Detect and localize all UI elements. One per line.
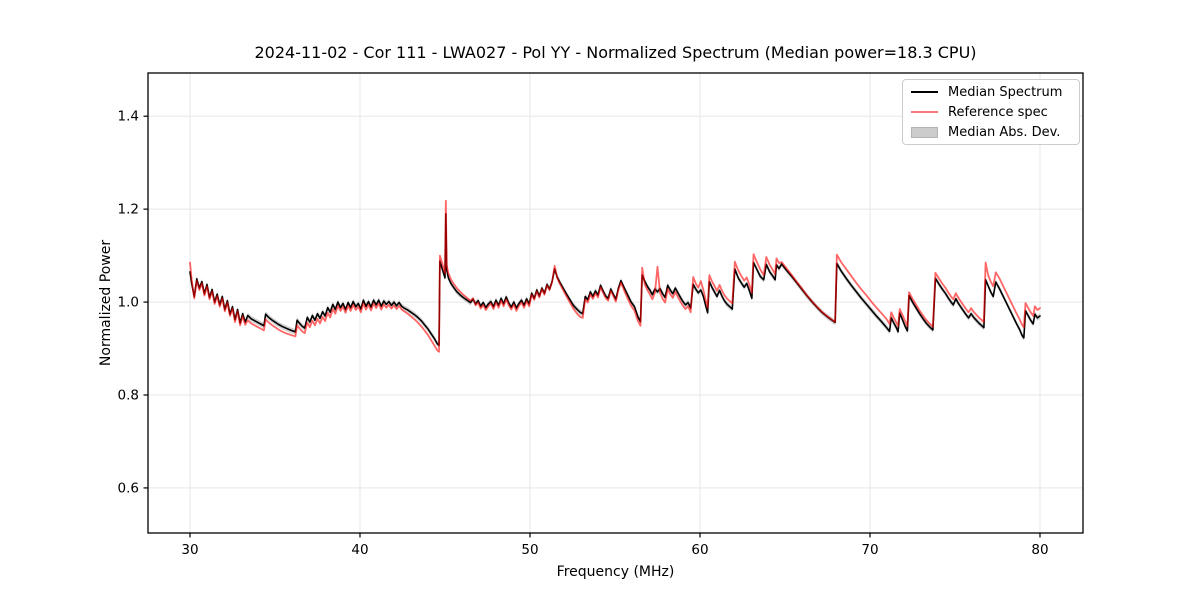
reference-spec-line-swatch [911,111,938,113]
x-tick-label: 70 [861,542,878,558]
median-spectrum-line-swatch [911,91,938,93]
axis-ticks [143,115,1041,538]
chart-title: 2024-11-02 - Cor 111 - LWA027 - Pol YY -… [254,43,977,62]
y-tick-label: 1.4 [118,109,139,125]
x-axis-label: Frequency (MHz) [556,564,675,580]
reference-spec-line [189,199,1041,353]
y-tick-label: 1.2 [118,202,139,218]
legend-item-median-abs-dev: Median Abs. Dev. [911,122,1073,142]
y-tick-label: 0.8 [118,388,139,404]
legend-label: Reference spec [948,104,1048,120]
x-tick-label: 60 [691,542,708,558]
x-tick-label: 30 [181,542,198,558]
legend-label: Median Abs. Dev. [948,124,1061,140]
median-abs-dev-band [189,211,1040,349]
legend: Median Spectrum Reference spec Median Ab… [902,79,1080,145]
tick-labels: 30 40 50 60 70 80 0.6 0.8 1.0 1.2 1.4 [118,109,1049,558]
x-tick-label: 50 [521,542,538,558]
x-tick-label: 80 [1031,542,1048,558]
legend-item-reference-spec: Reference spec [911,102,1073,122]
median-abs-dev-patch-swatch [911,126,938,138]
legend-label: Median Spectrum [948,84,1063,100]
plot-border [147,72,1084,534]
median-spectrum-line [189,212,1041,347]
x-tick-label: 40 [351,542,368,558]
legend-item-median-spectrum: Median Spectrum [911,82,1073,102]
y-tick-label: 0.6 [118,480,139,496]
y-tick-label: 1.0 [118,295,139,311]
